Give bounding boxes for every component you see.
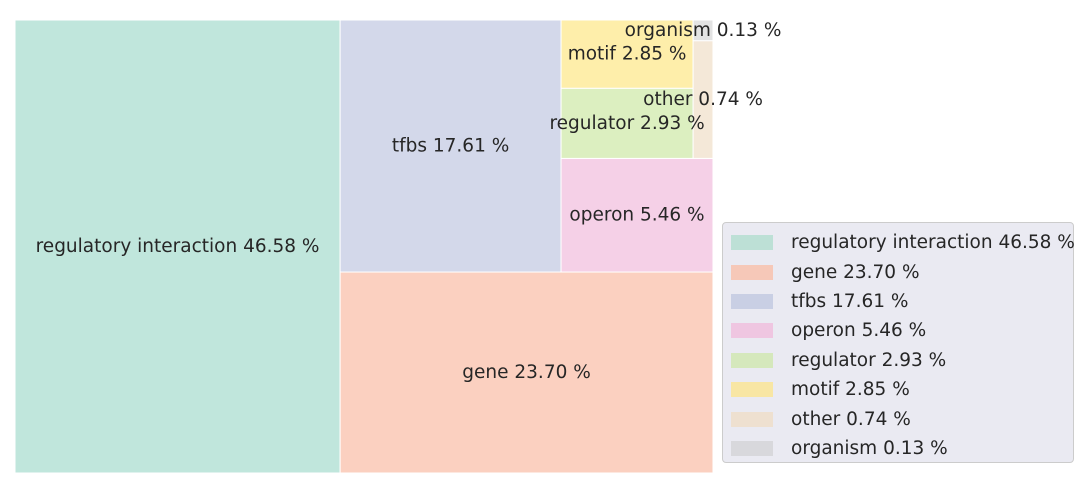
legend-swatch bbox=[731, 352, 773, 368]
treemap-rect-motif bbox=[560, 19, 694, 89]
legend-entry: tfbs 17.61 % bbox=[731, 287, 1073, 316]
treemap-label-operon: operon 5.46 % bbox=[569, 205, 704, 226]
legend-entry: motif 2.85 % bbox=[731, 375, 1073, 404]
treemap-rect-regulatory-interaction bbox=[14, 19, 341, 474]
treemap-label-other: other 0.74 % bbox=[643, 89, 763, 110]
legend-swatch bbox=[731, 411, 773, 427]
treemap-cell-regulatory-interaction bbox=[14, 19, 341, 474]
treemap-cell-gene bbox=[339, 271, 714, 474]
legend-label: regulator 2.93 % bbox=[791, 349, 947, 371]
legend-swatch bbox=[731, 323, 773, 339]
treemap-cell-operon bbox=[560, 157, 714, 273]
treemap-rect-gene bbox=[339, 271, 714, 474]
treemap-cell-regulator bbox=[560, 87, 694, 159]
legend-entry: regulator 2.93 % bbox=[731, 346, 1073, 375]
treemap-label-gene: gene 23.70 % bbox=[462, 362, 591, 383]
legend-label: organism 0.13 % bbox=[791, 437, 948, 459]
treemap-rect-regulator bbox=[560, 87, 694, 159]
treemap-label-regulatory-interaction: regulatory interaction 46.58 % bbox=[36, 236, 320, 257]
legend-label: regulatory interaction 46.58 % bbox=[791, 232, 1075, 254]
legend-entry: operon 5.46 % bbox=[731, 316, 1073, 345]
legend: regulatory interaction 46.58 % gene 23.70… bbox=[722, 222, 1075, 463]
legend-label: other 0.74 % bbox=[791, 408, 911, 430]
legend-swatch bbox=[731, 264, 773, 280]
legend-entry: gene 23.70 % bbox=[731, 257, 1073, 286]
treemap-label-regulator: regulator 2.93 % bbox=[549, 113, 704, 134]
treemap-rect-organism bbox=[692, 19, 714, 42]
legend-entry: other 0.74 % bbox=[731, 404, 1073, 433]
legend-label: motif 2.85 % bbox=[791, 379, 910, 401]
treemap-cell-motif bbox=[560, 19, 694, 89]
legend-label: tfbs 17.61 % bbox=[791, 290, 909, 312]
legend-label: operon 5.46 % bbox=[791, 320, 927, 342]
legend-entry: organism 0.13 % bbox=[731, 434, 1073, 463]
legend-swatch bbox=[731, 440, 773, 456]
legend-entry: regulatory interaction 46.58 % bbox=[731, 228, 1075, 257]
treemap-label-organism: organism 0.13 % bbox=[625, 20, 782, 41]
legend-swatch bbox=[731, 235, 773, 251]
treemap-label-motif: motif 2.85 % bbox=[568, 44, 687, 65]
treemap-label-tfbs: tfbs 17.61 % bbox=[392, 136, 509, 157]
legend-swatch bbox=[731, 293, 773, 309]
treemap-cell-organism bbox=[692, 19, 714, 42]
legend-swatch bbox=[731, 382, 773, 398]
treemap-cell-tfbs bbox=[339, 19, 562, 273]
treemap-rect-tfbs bbox=[339, 19, 562, 273]
treemap-rect-operon bbox=[560, 157, 714, 273]
legend-label: gene 23.70 % bbox=[791, 261, 920, 283]
